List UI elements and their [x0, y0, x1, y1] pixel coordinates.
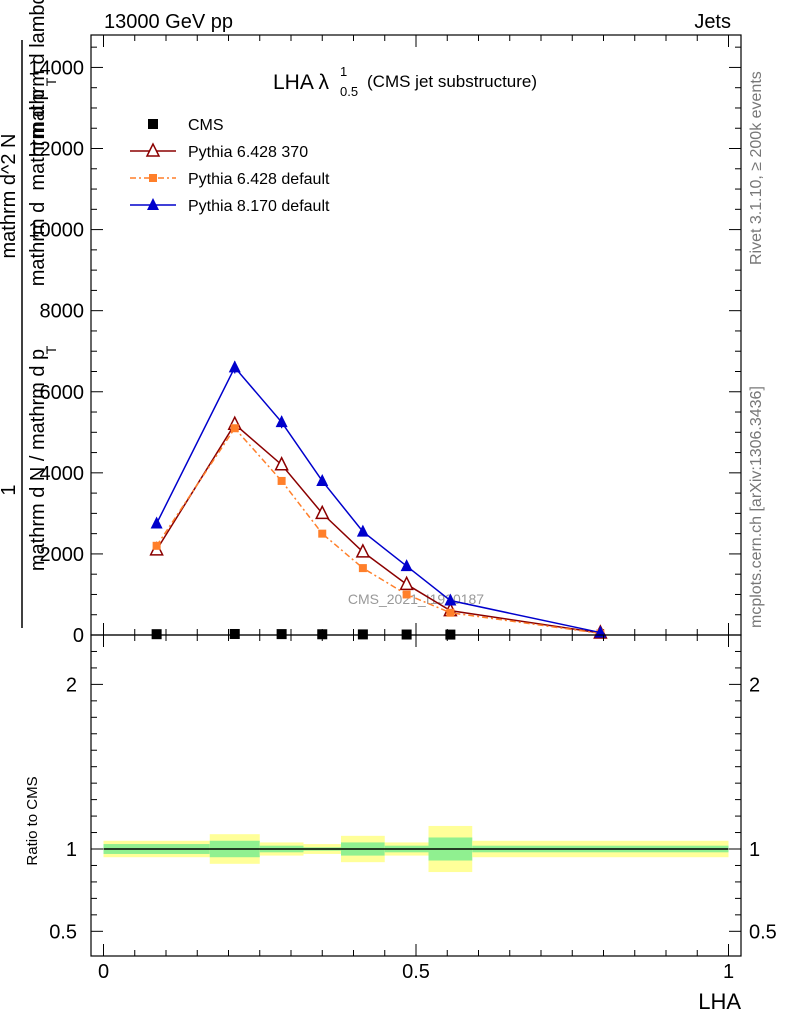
ratio-ylabel: Ratio to CMS: [24, 776, 41, 865]
y-axis-label-top: 1 mathrm d N / mathrm d p T mathrm d: [0, 202, 59, 571]
legend-marker: [145, 142, 161, 157]
ylabel-bottom-num: mathrm d^2 N: [0, 134, 20, 259]
data-point: [315, 504, 330, 520]
data-point: [358, 564, 367, 573]
x-tick-label: 1: [723, 961, 734, 983]
data-point: [402, 590, 411, 599]
series-line: [155, 366, 601, 634]
data-point: [317, 629, 328, 640]
data-point: [277, 476, 286, 485]
data-point: [400, 559, 413, 572]
data-point: [318, 529, 327, 538]
data-point: [152, 541, 161, 550]
data-point: [316, 473, 329, 486]
x-axis-label: LHA: [698, 989, 741, 1014]
x-tick-label: 0: [98, 961, 109, 983]
y-tick-label: 8000: [40, 301, 85, 323]
title-suffix: (CMS jet substructure): [367, 72, 537, 91]
x-tick-label: 0.5: [402, 961, 430, 983]
legend: CMS Pythia 6.428 370 Pythia 6.428 default P…: [130, 117, 330, 215]
y-tick-label: 14000: [28, 57, 84, 79]
series-line: [156, 427, 601, 635]
y-tick-label: 2000: [40, 544, 85, 566]
legend-label: Pythia 6.428 370: [188, 144, 308, 161]
data-point: [276, 629, 287, 640]
side-label-rivet: Rivet 3.1.10, ≥ 200k events: [748, 71, 765, 265]
legend-label: Pythia 8.170 default: [188, 198, 330, 215]
ylabel-top-4: mathrm d: [27, 202, 49, 286]
header-process: 13000 GeV pp: [104, 11, 233, 33]
svg-text:LHA λ: LHA λ: [273, 71, 330, 94]
data-point: [275, 415, 288, 428]
data-point: [356, 524, 369, 537]
ylabel-bottom-den2: T: [43, 77, 59, 86]
ylabel-bottom-den: mathrm d p: [27, 89, 49, 190]
data-point: [446, 608, 455, 617]
data-point: [229, 628, 240, 639]
legend-marker: [148, 119, 158, 129]
data-point: [274, 456, 289, 471]
ratio-tick-label: 1: [66, 839, 77, 861]
main-panel: 0 2000 4000 6000 8000 10000 12000 14000: [28, 34, 742, 647]
ratio-tick-label-right: 2: [749, 674, 760, 696]
data-point: [151, 629, 162, 640]
ratio-frame: [90, 634, 742, 957]
side-label-mcplots: mcplots.cern.ch [arXiv:1306.3436]: [748, 386, 765, 628]
title-sup: 1: [340, 64, 347, 79]
ylabel-top-3: T: [43, 345, 59, 354]
title-main: LHA λ: [273, 71, 330, 94]
legend-label: CMS: [188, 117, 224, 134]
legend-marker: [149, 174, 157, 182]
data-point: [230, 424, 239, 433]
ylabel-top-1: 1: [0, 484, 20, 495]
y-axis-label-bottom: mathrm d^2 N mathrm d p T mathrm d lambd…: [0, 0, 59, 628]
header-category: Jets: [694, 11, 731, 33]
data-point: [399, 575, 414, 591]
y-tick-label: 0: [73, 625, 84, 647]
legend-label: Pythia 6.428 default: [188, 171, 330, 188]
y-tick-label: 10000: [28, 220, 84, 242]
ratio-tick-label-right: 1: [749, 839, 760, 861]
data-point: [228, 360, 241, 373]
y-tick-label: 6000: [40, 382, 85, 404]
ratio-tick-label-right: 0.5: [749, 921, 777, 943]
series-3: [150, 360, 607, 638]
series-line: [155, 423, 601, 634]
data-point: [444, 593, 457, 606]
ratio-tick-label: 0.5: [49, 921, 77, 943]
ylabel-top-2: mathrm d N / mathrm d p: [27, 349, 49, 571]
data-point: [150, 516, 163, 529]
title-sub: 0.5: [340, 84, 358, 99]
data-point: [355, 543, 371, 558]
ratio-panel: 0 0.5 1 0.5 0.5 1 1 2 2: [49, 634, 777, 983]
plot-title: LHA λ 1 0.5 (CMS jet substructure): [273, 64, 537, 99]
data-point: [357, 629, 368, 640]
legend-marker: [147, 198, 159, 210]
ratio-tick-label: 2: [66, 674, 77, 696]
ylabel-bottom-den3: mathrm d lambda: [27, 0, 49, 138]
y-tick-label: 4000: [40, 463, 85, 485]
y-tick-label: 12000: [28, 139, 84, 161]
